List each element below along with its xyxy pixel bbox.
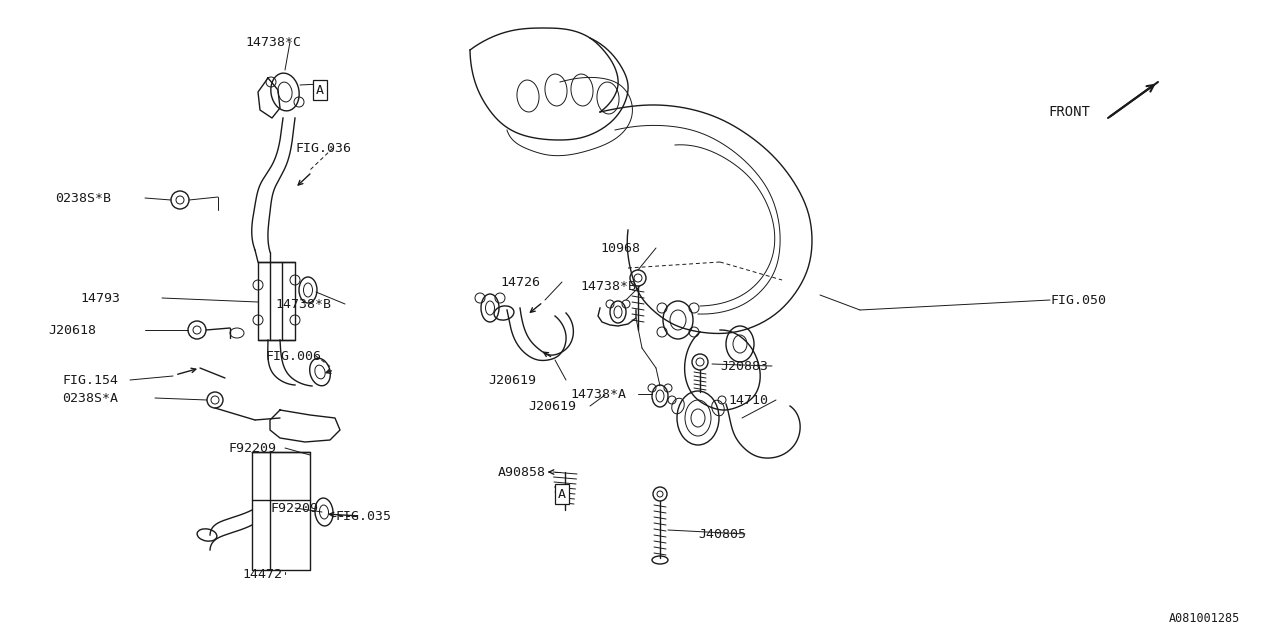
- Text: 14738*B: 14738*B: [580, 280, 636, 292]
- Text: FIG.006: FIG.006: [265, 349, 321, 362]
- Text: J20618: J20618: [49, 323, 96, 337]
- Text: 14738*A: 14738*A: [570, 387, 626, 401]
- Text: 14472: 14472: [242, 568, 282, 580]
- Text: 10968: 10968: [600, 241, 640, 255]
- Text: F92209: F92209: [270, 502, 317, 515]
- Text: FRONT: FRONT: [1048, 105, 1089, 119]
- Text: J20883: J20883: [721, 360, 768, 372]
- Text: 0238S*A: 0238S*A: [61, 392, 118, 404]
- Text: FIG.050: FIG.050: [1050, 294, 1106, 307]
- Text: 14738*C: 14738*C: [244, 35, 301, 49]
- Text: 0238S*B: 0238S*B: [55, 191, 111, 205]
- Text: FIG.154: FIG.154: [61, 374, 118, 387]
- Text: A: A: [316, 83, 324, 97]
- Text: 14710: 14710: [728, 394, 768, 406]
- Text: 14793: 14793: [81, 291, 120, 305]
- Text: 14738*B: 14738*B: [275, 298, 332, 310]
- Text: A: A: [558, 488, 566, 500]
- Text: A081001285: A081001285: [1169, 611, 1240, 625]
- Text: J20619: J20619: [488, 374, 536, 387]
- Text: J20619: J20619: [529, 399, 576, 413]
- Text: FIG.036: FIG.036: [294, 141, 351, 154]
- Text: F92209: F92209: [228, 442, 276, 454]
- Text: J40805: J40805: [698, 527, 746, 541]
- Text: A90858: A90858: [498, 465, 547, 479]
- Text: 14726: 14726: [500, 275, 540, 289]
- Text: FIG.035: FIG.035: [335, 509, 390, 522]
